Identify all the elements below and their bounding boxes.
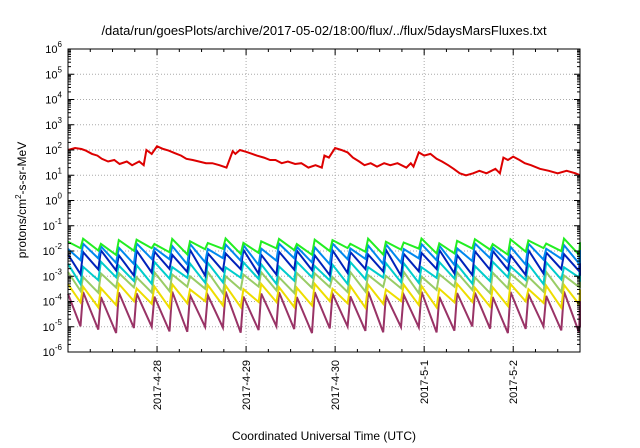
y-axis-label-superscript: 2 <box>14 194 23 199</box>
y-tick-exponent: 6 <box>58 40 63 49</box>
y-axis-label: protons/cm2-s-sr-MeV <box>14 142 29 258</box>
y-tick-base: 10 <box>45 170 57 182</box>
y-tick-exponent: 5 <box>58 65 63 74</box>
band-series-line <box>67 246 581 279</box>
y-tick-exponent: -6 <box>55 343 63 352</box>
x-tick-label: 2017-5-1 <box>419 360 431 404</box>
y-tick-base: 10 <box>43 347 55 359</box>
y-tick-exponent: 1 <box>58 166 63 175</box>
chart-title: /data/run/goesPlots/archive/2017-05-02/1… <box>101 23 547 38</box>
y-tick-base: 10 <box>43 297 55 309</box>
y-tick-base: 10 <box>45 95 57 107</box>
x-tick-label: 2017-4-28 <box>152 360 164 410</box>
series-line <box>67 145 581 177</box>
y-tick-base: 10 <box>45 44 57 56</box>
y-axis: 10-610-510-410-310-210-11001011021031041… <box>43 40 580 359</box>
band-series-line <box>67 259 581 287</box>
y-tick-base: 10 <box>43 271 55 283</box>
y-tick-exponent: -3 <box>55 267 63 276</box>
y-tick-base: 10 <box>43 322 55 334</box>
y-tick-base: 10 <box>45 120 57 132</box>
band-series-line <box>67 281 581 311</box>
y-tick-base: 10 <box>43 246 55 258</box>
y-tick-exponent: -2 <box>55 242 63 251</box>
y-tick-exponent: 2 <box>58 141 63 150</box>
y-tick-label: 10-5 <box>43 318 63 334</box>
grid <box>68 49 580 352</box>
band-series-line <box>67 241 581 268</box>
y-tick-exponent: -4 <box>55 293 63 302</box>
y-tick-exponent: -5 <box>55 318 63 327</box>
y-tick-label: 104 <box>45 91 62 107</box>
band-series-line <box>67 289 581 334</box>
y-tick-exponent: 0 <box>58 192 63 201</box>
x-tick-label: 2017-5-2 <box>508 360 520 404</box>
y-tick-label: 103 <box>45 116 62 132</box>
y-tick-base: 10 <box>45 69 57 81</box>
y-tick-base: 10 <box>43 221 55 233</box>
y-axis-label-part: -s-sr-MeV <box>15 142 29 195</box>
y-tick-base: 10 <box>45 196 57 208</box>
y-tick-label: 100 <box>45 192 62 208</box>
x-tick-label: 2017-4-30 <box>330 360 342 410</box>
x-tick-label: 2017-4-29 <box>241 360 253 410</box>
y-axis-label-part: protons/cm <box>15 199 29 258</box>
y-tick-exponent: 3 <box>58 116 63 125</box>
y-tick-exponent: 4 <box>58 91 63 100</box>
x-axis: 2017-4-28 2017-4-29 2017-4-30 2017-5-1 2017-… <box>89 49 559 410</box>
y-tick-label: 10-2 <box>43 242 63 258</box>
y-tick-exponent: -1 <box>55 217 63 226</box>
y-tick-label: 10-4 <box>43 293 63 309</box>
y-tick-label: 10-1 <box>43 217 63 233</box>
band-series-line <box>67 236 581 258</box>
series-layer <box>67 145 581 334</box>
y-tick-label: 101 <box>45 166 62 182</box>
y-tick-base: 10 <box>45 145 57 157</box>
y-tick-label: 10-3 <box>43 267 63 283</box>
band-series-line <box>67 269 581 296</box>
y-tick-label: 105 <box>45 65 62 81</box>
y-tick-label: 102 <box>45 141 62 157</box>
y-tick-label: 10-6 <box>43 343 63 359</box>
y-tick-label: 106 <box>45 40 62 56</box>
x-axis-label: Coordinated Universal Time (UTC) <box>232 429 416 443</box>
